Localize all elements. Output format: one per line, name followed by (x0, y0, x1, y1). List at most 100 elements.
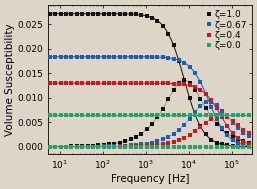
ζ=0.67 (167, 57, 170, 59)
ζ=0.4 (247, 143, 250, 145)
ζ=0.0 (167, 114, 170, 116)
ζ=0.4 (118, 82, 121, 84)
ζ=0.0 (226, 114, 229, 116)
ζ=1.0 (129, 13, 132, 15)
ζ=0.67 (81, 56, 84, 58)
ζ=0.67 (204, 93, 207, 95)
ζ=1.0 (177, 60, 180, 62)
ζ=0.4 (161, 82, 164, 84)
ζ=1.0 (199, 125, 202, 128)
ζ=1.0 (220, 143, 223, 146)
ζ=0.4 (70, 82, 73, 84)
ζ=0.0 (231, 114, 234, 116)
Line: ζ=0.67: ζ=0.67 (48, 55, 251, 147)
ζ=0.67 (145, 56, 148, 58)
ζ=0.4 (231, 132, 234, 134)
ζ=0.0 (156, 114, 159, 116)
ζ=1.0 (242, 145, 245, 148)
ζ=1.0 (134, 13, 137, 15)
ζ=1.0 (194, 113, 197, 115)
ζ=1.0 (140, 14, 143, 16)
ζ=1.0 (91, 12, 95, 15)
ζ=0.67 (247, 144, 250, 147)
ζ=0.67 (113, 56, 116, 58)
ζ=0.4 (204, 93, 207, 95)
ζ=1.0 (172, 44, 175, 46)
ζ=0.4 (226, 125, 229, 127)
ζ=1.0 (247, 146, 250, 148)
ζ=0.4 (65, 82, 68, 84)
ζ=0.4 (49, 82, 52, 84)
ζ=0.67 (102, 56, 105, 58)
ζ=0.67 (156, 56, 159, 58)
ζ=0.0 (172, 114, 175, 116)
ζ=1.0 (49, 12, 52, 15)
ζ=0.4 (129, 82, 132, 84)
ζ=0.67 (91, 56, 95, 58)
ζ=0.0 (161, 114, 164, 116)
ζ=1.0 (145, 15, 148, 17)
ζ=1.0 (188, 97, 191, 99)
ζ=0.4 (215, 107, 218, 109)
X-axis label: Frequency [Hz]: Frequency [Hz] (111, 174, 189, 184)
ζ=1.0 (183, 79, 186, 81)
ζ=0.0 (91, 114, 95, 116)
ζ=0.0 (102, 114, 105, 116)
ζ=0.4 (113, 82, 116, 84)
ζ=0.4 (140, 82, 143, 84)
ζ=0.0 (107, 114, 111, 116)
ζ=0.0 (134, 114, 137, 116)
ζ=0.67 (97, 56, 100, 58)
ζ=0.0 (118, 114, 121, 116)
ζ=0.67 (242, 143, 245, 146)
ζ=0.0 (54, 114, 57, 116)
ζ=0.0 (183, 114, 186, 116)
Y-axis label: Volume Susceptibility: Volume Susceptibility (5, 23, 15, 136)
ζ=0.0 (75, 114, 78, 116)
ζ=0.67 (118, 56, 121, 58)
ζ=0.67 (129, 56, 132, 58)
Legend: ζ=1.0, ζ=0.67, ζ=0.4, ζ=0.0: ζ=1.0, ζ=0.67, ζ=0.4, ζ=0.0 (206, 9, 248, 51)
ζ=0.0 (129, 114, 132, 116)
ζ=0.0 (199, 114, 202, 116)
ζ=1.0 (113, 13, 116, 15)
ζ=0.67 (134, 56, 137, 58)
ζ=0.4 (188, 84, 191, 87)
ζ=0.67 (215, 118, 218, 120)
ζ=0.4 (242, 141, 245, 143)
ζ=0.4 (81, 82, 84, 84)
ζ=0.67 (236, 142, 240, 144)
ζ=0.4 (194, 86, 197, 88)
ζ=0.67 (220, 127, 223, 130)
ζ=0.67 (75, 56, 78, 58)
ζ=1.0 (65, 12, 68, 15)
ζ=1.0 (210, 138, 213, 141)
ζ=0.0 (177, 114, 180, 116)
ζ=0.0 (247, 114, 250, 116)
ζ=0.4 (156, 82, 159, 84)
ζ=1.0 (226, 144, 229, 146)
ζ=1.0 (167, 32, 170, 35)
ζ=1.0 (70, 12, 73, 15)
ζ=0.67 (188, 66, 191, 68)
ζ=0.67 (151, 56, 154, 58)
ζ=0.4 (145, 82, 148, 84)
ζ=0.67 (59, 56, 62, 58)
ζ=0.4 (172, 82, 175, 85)
ζ=0.67 (65, 56, 68, 58)
ζ=0.67 (210, 105, 213, 108)
ζ=0.4 (151, 82, 154, 84)
ζ=0.4 (75, 82, 78, 84)
ζ=0.0 (65, 114, 68, 116)
ζ=0.0 (49, 114, 52, 116)
ζ=0.67 (172, 57, 175, 60)
ζ=1.0 (156, 19, 159, 22)
ζ=0.67 (49, 56, 52, 58)
ζ=0.4 (167, 82, 170, 84)
ζ=0.4 (183, 83, 186, 86)
ζ=0.4 (86, 82, 89, 84)
ζ=1.0 (215, 142, 218, 144)
ζ=0.67 (86, 56, 89, 58)
ζ=0.0 (145, 114, 148, 116)
ζ=0.67 (161, 56, 164, 58)
